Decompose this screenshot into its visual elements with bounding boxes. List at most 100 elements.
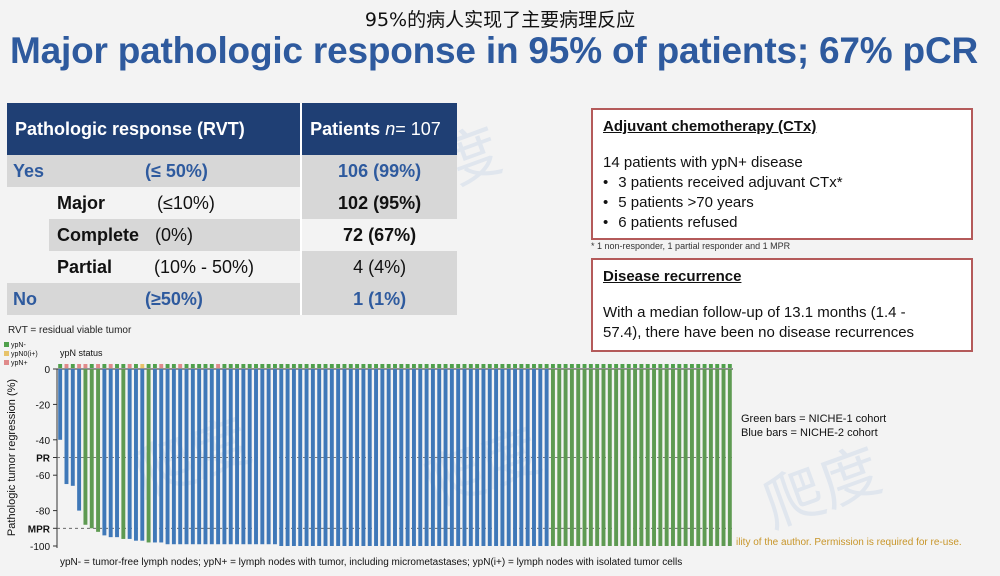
response-table: Pathologic response (RVT) Patients n= 10… <box>7 103 457 315</box>
status-marker <box>228 364 233 368</box>
status-marker <box>121 364 126 368</box>
bar <box>190 369 195 545</box>
bar <box>386 369 391 546</box>
status-marker <box>721 364 726 368</box>
bar <box>456 369 461 546</box>
status-marker <box>260 364 265 368</box>
bar <box>614 369 619 546</box>
status-marker <box>588 364 593 368</box>
table-header: Pathologic response (RVT) Patients n= 10… <box>7 103 457 155</box>
bar <box>96 369 101 532</box>
bar <box>209 369 214 545</box>
bar <box>115 369 119 538</box>
header-patients-n: n <box>385 118 396 139</box>
bar <box>291 369 296 546</box>
status-legend-swatch <box>4 342 9 347</box>
status-marker <box>727 364 732 368</box>
bar <box>671 369 675 546</box>
status-marker <box>563 364 568 368</box>
header-patients-label: Patients <box>310 118 386 139</box>
bar <box>266 369 271 545</box>
chinese-caption: 95%的病人实现了主要病理反应 <box>364 9 636 31</box>
bar <box>708 369 713 546</box>
status-marker <box>620 364 625 368</box>
bar <box>727 369 732 546</box>
status-marker <box>689 364 694 368</box>
bar <box>298 369 303 546</box>
bar <box>494 369 499 546</box>
status-marker <box>633 364 638 368</box>
row-label: No <box>13 288 37 309</box>
bar <box>696 369 701 546</box>
bar <box>152 369 157 543</box>
status-marker <box>538 364 543 368</box>
bullet-list: 3 patients received adjuvant CTx* 5 pati… <box>603 173 961 233</box>
status-marker <box>115 364 119 368</box>
box-text-line: With a median follow-up of 13.1 months (… <box>603 304 906 321</box>
box-intro: 14 patients with ypN+ disease <box>603 154 803 171</box>
status-marker <box>664 364 669 368</box>
bar <box>513 369 517 546</box>
bar <box>595 369 600 546</box>
row-value: 72 (67%) <box>302 219 457 251</box>
status-marker <box>83 364 88 368</box>
bar <box>424 369 429 546</box>
recurrence-box: Disease recurrence With a median follow-… <box>591 258 973 352</box>
status-legend-swatch <box>4 351 9 356</box>
status-marker <box>165 364 170 368</box>
status-marker <box>159 364 164 368</box>
status-marker <box>544 364 549 368</box>
status-marker <box>487 364 492 368</box>
bar <box>557 369 562 546</box>
status-marker <box>70 364 75 368</box>
bar <box>430 369 435 546</box>
bar <box>348 369 353 546</box>
bar <box>197 369 202 545</box>
bar <box>165 369 170 545</box>
bar <box>443 369 448 546</box>
table-row: Major (≤10%) 102 (95%) <box>7 187 457 219</box>
bar <box>140 369 145 541</box>
bar <box>329 369 334 546</box>
bar <box>689 369 694 546</box>
status-marker <box>411 364 416 368</box>
bar <box>626 369 631 546</box>
status-marker <box>468 364 473 368</box>
status-marker <box>254 364 258 368</box>
bar <box>127 369 132 539</box>
bar <box>588 369 593 546</box>
row-label-cell: No (≥50%) <box>7 283 303 315</box>
bar <box>58 369 63 440</box>
status-marker <box>361 364 366 368</box>
bar <box>519 369 524 546</box>
row-value: 4 (4%) <box>302 251 457 283</box>
bar <box>393 369 397 546</box>
status-marker <box>310 364 315 368</box>
status-marker <box>481 364 486 368</box>
table-row: Complete (0%) 72 (67%) <box>7 219 457 251</box>
bar <box>607 369 612 546</box>
bar <box>171 369 176 545</box>
bar <box>273 369 277 545</box>
y-tick-label: MPR <box>28 524 51 535</box>
list-item: 6 patients refused <box>603 213 961 233</box>
bar <box>449 369 454 546</box>
y-tick-label: -20 <box>36 400 51 411</box>
status-marker <box>557 364 562 368</box>
status-marker <box>209 364 214 368</box>
row-range: (≥50%) <box>145 288 203 309</box>
bar <box>601 369 606 546</box>
status-marker <box>437 364 442 368</box>
status-marker <box>203 364 208 368</box>
bar <box>652 369 656 546</box>
bar <box>538 369 543 546</box>
status-marker <box>430 364 435 368</box>
y-tick-label: -100 <box>30 542 50 553</box>
bottom-footnote: ypN- = tumor-free lymph nodes; ypN+ = ly… <box>60 557 683 568</box>
permission-note: ility of the author. Permission is requi… <box>736 537 962 548</box>
status-marker <box>127 364 132 368</box>
status-marker <box>418 364 423 368</box>
status-marker <box>500 364 505 368</box>
waterfall-chart: 0 -20 -40 PR -60 -80 MPR -100 Pathologic tumor r… <box>4 342 733 553</box>
box-title: Adjuvant chemotherapy (CTx) <box>603 118 817 135</box>
